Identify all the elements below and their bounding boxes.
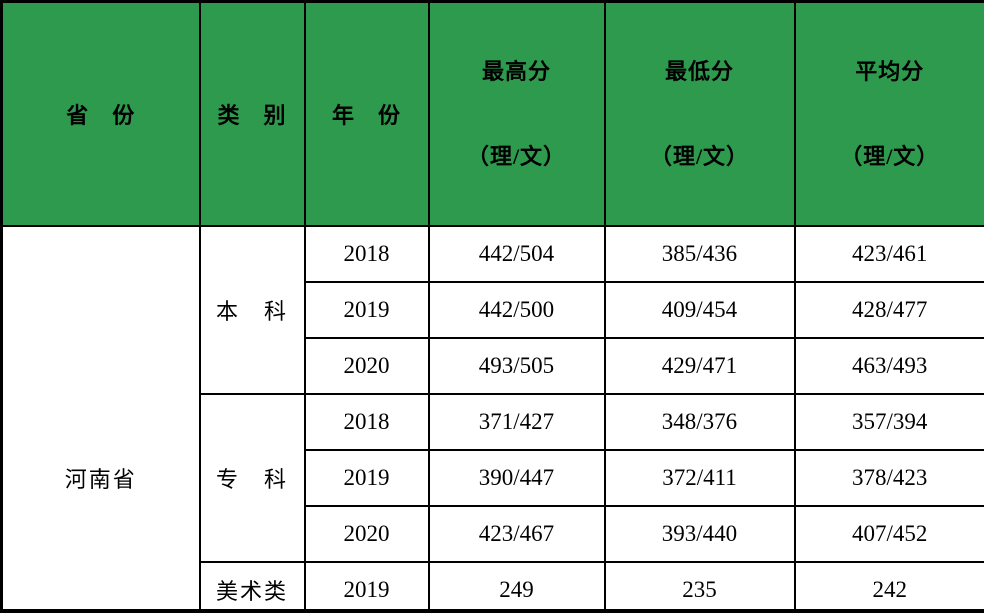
year-cell: 2019 [303,449,430,507]
table-row: 2019 390/447 372/411 378/423 [2,449,984,507]
max-score-cell: 442/504 [427,225,606,283]
header-province: 省 份 [0,0,201,227]
avg-score-cell: 357/394 [793,393,984,451]
max-score-cell: 493/505 [427,337,606,395]
year-cell: 2019 [303,281,430,339]
table-row: 美术类 2019 249 235 242 [2,561,984,609]
table-row: 2019 442/500 409/454 428/477 [2,281,984,339]
header-max-sub: （理/文） [466,144,567,169]
table-row: 河南省 本 科 2018 442/504 385/436 423/461 [0,225,984,609]
category-cell-zhuanke: 专 科 [198,393,306,563]
year-cell: 2018 [303,225,430,283]
avg-score-cell: 463/493 [793,337,984,395]
table-body: 河南省 本 科 2018 442/504 385/436 423/461 201… [0,225,984,609]
max-score-cell: 249 [427,561,606,609]
year-cell: 2018 [303,393,430,451]
category-cell-meishu: 美术类 [198,561,306,609]
max-score-cell: 423/467 [427,505,606,563]
min-score-cell: 235 [603,561,796,609]
header-min-sub: （理/文） [649,144,750,169]
min-score-cell: 348/376 [603,393,796,451]
min-score-cell: 409/454 [603,281,796,339]
header-min-title: 最低分 [664,59,734,84]
table-row: 2020 423/467 393/440 407/452 [2,505,984,563]
category-cell-benke: 本 科 [198,225,306,395]
min-score-cell: 393/440 [603,505,796,563]
min-score-cell: 429/471 [603,337,796,395]
header-avg-title: 平均分 [855,59,925,84]
header-min-score: 最低分 （理/文） [603,0,796,227]
year-cell: 2020 [303,505,430,563]
year-cell: 2019 [303,561,430,609]
avg-score-cell: 423/461 [793,225,984,283]
table-row: 专 科 2018 371/427 348/376 357/394 [2,393,984,563]
avg-score-cell: 428/477 [793,281,984,339]
avg-score-cell: 378/423 [793,449,984,507]
max-score-cell: 390/447 [427,449,606,507]
header-max-score: 最高分 （理/文） [427,0,606,227]
table-header: 省 份 类 别 年 份 最高分 （理/文） 最低分 （理/文） 平均分 （理/文… [0,0,984,227]
header-avg-sub: （理/文） [840,144,940,169]
header-max-title: 最高分 [481,59,551,84]
header-year: 年 份 [303,0,430,227]
max-score-cell: 442/500 [427,281,606,339]
table-row: 2020 493/505 429/471 463/493 [2,337,984,395]
header-category: 类 别 [198,0,306,227]
min-score-cell: 372/411 [603,449,796,507]
max-score-cell: 371/427 [427,393,606,451]
year-cell: 2020 [303,337,430,395]
province-cell: 河南省 [0,225,201,609]
header-avg-score: 平均分 （理/文） [793,0,984,227]
header-row: 省 份 类 别 年 份 最高分 （理/文） 最低分 （理/文） 平均分 （理/文… [0,0,984,227]
min-score-cell: 385/436 [603,225,796,283]
avg-score-cell: 407/452 [793,505,984,563]
avg-score-cell: 242 [793,561,984,609]
